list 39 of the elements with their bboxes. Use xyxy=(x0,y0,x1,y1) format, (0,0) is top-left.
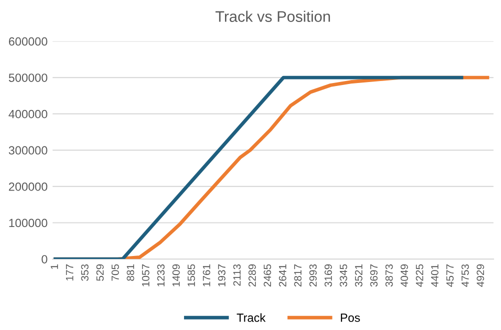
x-tick-label: 1409 xyxy=(172,264,180,286)
x-tick-label: 881 xyxy=(126,264,134,281)
x-tick-label: 3169 xyxy=(324,264,332,287)
x-tick-label: 1057 xyxy=(142,264,150,286)
y-tick-label: 600000 xyxy=(8,37,48,46)
x-tick-label: 2817 xyxy=(294,264,302,287)
y-tick-label: 500000 xyxy=(8,74,48,82)
x-tick-label: 4049 xyxy=(400,264,408,287)
chart-title: Track vs Position xyxy=(216,10,330,22)
y-tick-label: 100000 xyxy=(9,218,48,228)
y-tick-label: 0 xyxy=(42,255,48,264)
x-tick-label: 1 xyxy=(50,264,58,269)
x-tick-label: 2993 xyxy=(309,264,317,287)
x-tick-label: 3873 xyxy=(385,264,393,287)
x-tick-label: 3697 xyxy=(370,264,378,287)
x-tick-label: 4401 xyxy=(431,264,438,287)
x-tick-label: 2289 xyxy=(248,264,256,287)
x-tick-label: 4577 xyxy=(446,264,454,287)
y-tick-label: 200000 xyxy=(8,182,48,191)
y-tick-label: 300000 xyxy=(8,146,48,155)
x-tick-label: 2113 xyxy=(233,264,241,286)
x-tick-label: 3345 xyxy=(340,264,348,287)
x-tick-label: 4225 xyxy=(416,264,424,287)
x-tick-label: 4753 xyxy=(462,264,469,287)
y-tick-label: 400000 xyxy=(8,110,48,118)
x-tick-label: 1233 xyxy=(157,264,165,286)
x-tick-label: 2465 xyxy=(264,264,272,287)
x-tick-label: 353 xyxy=(81,264,89,281)
legend-label: Pos xyxy=(340,314,360,322)
legend-label: Track xyxy=(236,313,266,322)
x-tick-label: 3521 xyxy=(355,264,362,287)
x-tick-label: 1937 xyxy=(218,264,226,286)
x-tick-label: 4929 xyxy=(476,264,484,287)
x-tick-label: 1585 xyxy=(188,264,196,286)
x-tick-label: 529 xyxy=(96,264,104,281)
x-tick-label: 705 xyxy=(112,264,119,281)
x-tick-label: 177 xyxy=(66,264,74,280)
x-tick-label: 1761 xyxy=(202,264,210,286)
x-tick-label: 2641 xyxy=(278,264,286,287)
